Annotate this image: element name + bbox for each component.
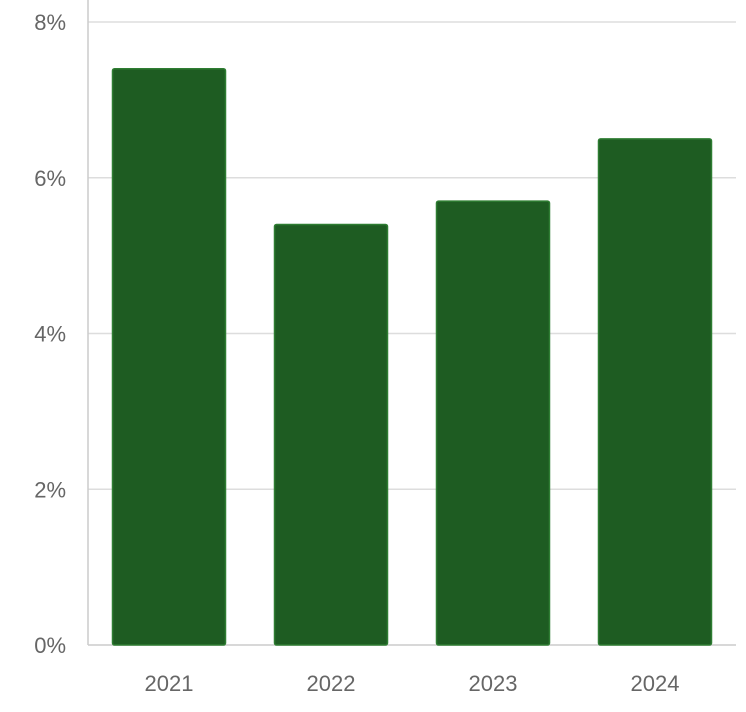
- y-tick-label: 0%: [34, 633, 66, 658]
- y-tick-label: 6%: [34, 166, 66, 191]
- x-tick-label: 2023: [469, 671, 518, 696]
- x-tick-label: 2024: [631, 671, 680, 696]
- x-tick-labels: 2021 2022 2023 2024: [145, 671, 680, 696]
- y-tick-labels: 0% 2% 4% 6% 8%: [34, 10, 66, 658]
- x-tick-label: 2021: [145, 671, 194, 696]
- bar-2024[interactable]: [597, 138, 713, 646]
- y-tick-label: 2%: [34, 477, 66, 502]
- y-tick-label: 4%: [34, 322, 66, 347]
- y-tick-label: 8%: [34, 10, 66, 35]
- x-tick-label: 2022: [307, 671, 356, 696]
- bars: [111, 67, 713, 646]
- bar-2023[interactable]: [435, 200, 551, 646]
- bar-2022[interactable]: [273, 223, 389, 646]
- bar-2021[interactable]: [111, 67, 227, 646]
